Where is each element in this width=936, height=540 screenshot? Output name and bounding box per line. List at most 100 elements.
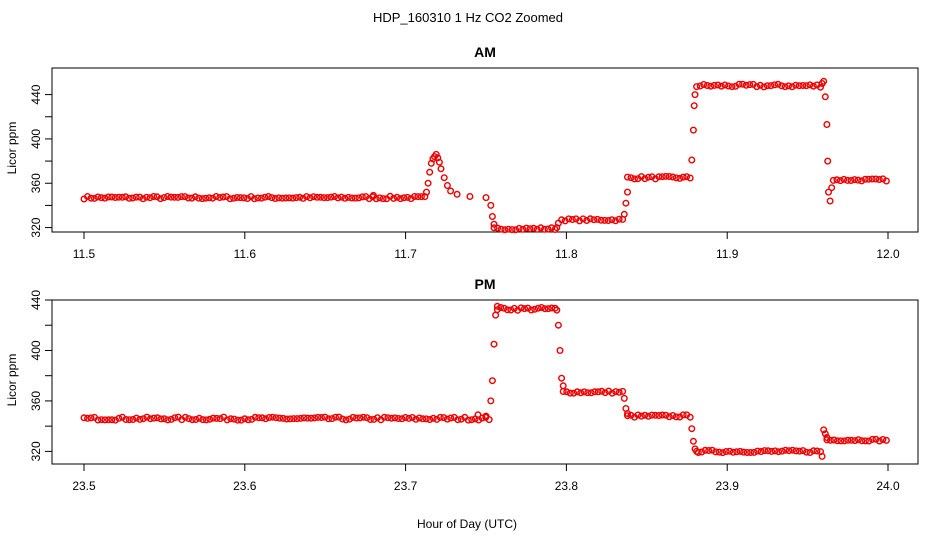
data-point <box>325 415 333 423</box>
data-point <box>324 194 332 202</box>
data-point <box>311 414 319 422</box>
data-point <box>370 415 378 423</box>
x-tick-label: 11.5 <box>73 247 96 261</box>
data-point <box>205 194 213 202</box>
data-point <box>327 193 335 201</box>
data-point <box>651 411 659 419</box>
data-point <box>508 226 516 234</box>
data-point <box>530 224 538 232</box>
data-point <box>286 415 294 423</box>
data-point <box>433 415 441 423</box>
data-point <box>198 195 206 203</box>
data-point <box>143 413 151 421</box>
data-point <box>278 194 286 202</box>
data-point <box>693 83 701 91</box>
data-point <box>97 416 105 424</box>
data-point <box>792 81 800 89</box>
data-point <box>304 414 312 422</box>
data-point <box>146 415 154 423</box>
data-point <box>279 414 287 422</box>
data-point <box>742 81 750 89</box>
data-point <box>335 413 343 421</box>
data-point <box>334 194 342 202</box>
data-point <box>216 193 224 201</box>
x-tick-label: 23.5 <box>72 479 96 493</box>
data-point <box>708 446 716 454</box>
data-point <box>620 210 628 218</box>
data-point <box>437 165 445 173</box>
x-axis-label: Hour of Day (UTC) <box>417 517 517 531</box>
data-point <box>531 305 539 313</box>
data-point <box>879 436 887 444</box>
data-point <box>637 412 645 420</box>
data-point <box>118 193 126 201</box>
data-point <box>125 416 133 424</box>
data-point <box>620 394 628 402</box>
am-data-points <box>80 77 890 234</box>
pm-y-axis: 320 360 400 440 <box>29 290 52 461</box>
data-point <box>339 415 347 423</box>
data-point <box>847 436 855 444</box>
data-point <box>226 195 234 203</box>
data-point <box>290 415 298 423</box>
data-point <box>206 415 214 423</box>
data-point <box>265 414 273 422</box>
data-point <box>143 193 151 201</box>
data-point <box>160 194 168 202</box>
data-point <box>792 447 800 455</box>
pm-data-points <box>80 302 890 460</box>
x-tick-label: 23.7 <box>394 479 418 493</box>
data-point <box>237 416 245 424</box>
data-point <box>236 194 244 202</box>
data-point <box>353 414 361 422</box>
data-point <box>497 225 505 233</box>
data-point <box>313 193 321 201</box>
data-point <box>701 446 709 454</box>
data-point <box>823 434 831 442</box>
data-point <box>641 175 649 183</box>
data-point <box>346 415 354 423</box>
data-point <box>590 216 598 224</box>
data-point <box>191 193 199 201</box>
data-point <box>761 447 769 455</box>
data-point <box>300 414 308 422</box>
data-point <box>181 193 189 201</box>
data-point <box>655 412 663 420</box>
data-point <box>774 80 782 88</box>
data-point <box>691 91 699 99</box>
data-point <box>538 304 546 312</box>
data-point <box>868 435 876 443</box>
data-point <box>240 194 248 202</box>
data-point <box>820 77 828 85</box>
data-point <box>97 194 105 202</box>
data-point <box>747 449 755 457</box>
data-point <box>271 194 279 202</box>
data-point <box>726 447 734 455</box>
data-point <box>188 194 196 202</box>
data-point <box>393 193 401 201</box>
data-point <box>710 81 718 89</box>
data-point <box>174 193 182 201</box>
data-point <box>817 83 825 91</box>
data-point <box>282 194 290 202</box>
data-point <box>167 193 175 201</box>
data-point <box>170 193 178 201</box>
y-tick-label: 360 <box>29 391 43 411</box>
x-tick-label: 11.9 <box>716 247 739 261</box>
data-point <box>351 194 359 202</box>
data-point <box>576 217 584 225</box>
data-point <box>868 175 876 183</box>
data-point <box>230 415 238 423</box>
data-point <box>591 388 599 396</box>
data-point <box>715 448 723 456</box>
data-point <box>577 389 585 397</box>
data-point <box>417 193 425 201</box>
data-point <box>688 156 696 164</box>
am-panel: AM Licor ppm 11.5 11.6 11.7 11.8 11.9 12.0 32… <box>5 44 919 261</box>
data-point <box>464 416 472 424</box>
data-point <box>561 217 569 225</box>
data-point <box>541 305 549 313</box>
data-point <box>712 448 720 456</box>
data-point <box>847 176 855 184</box>
